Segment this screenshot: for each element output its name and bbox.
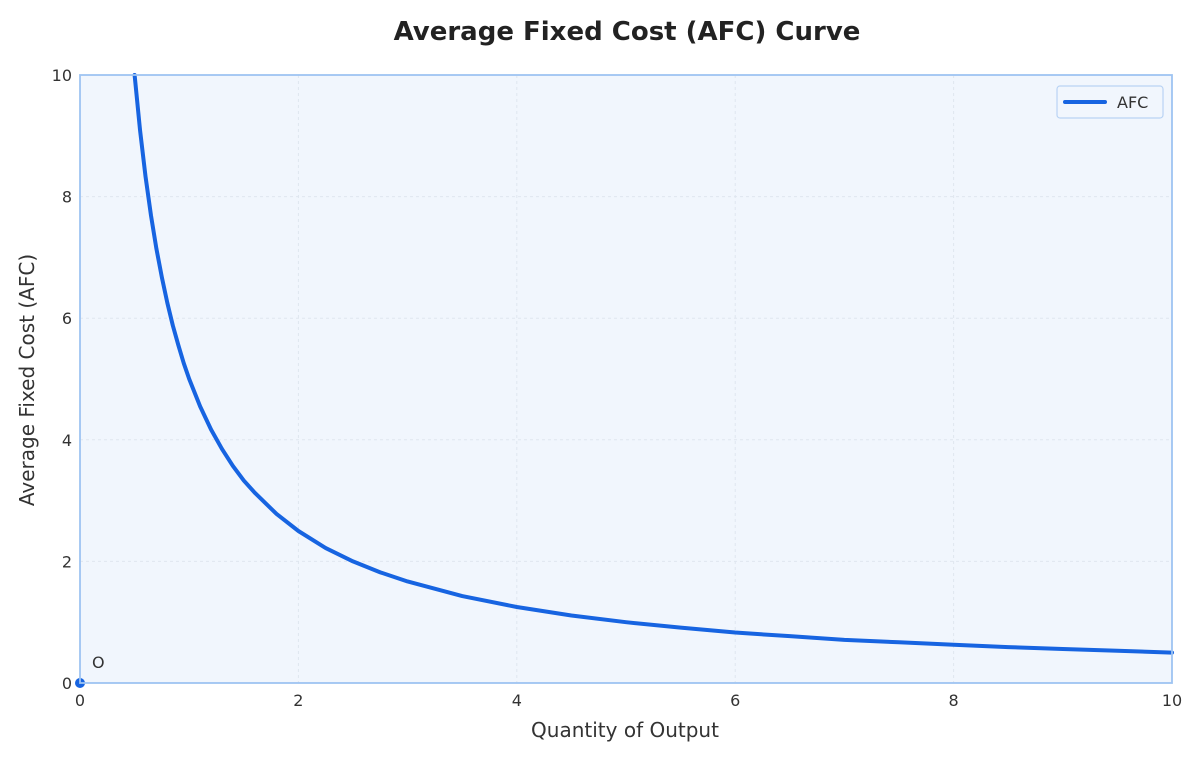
y-tick-label: 10 xyxy=(52,66,72,85)
x-tick-label: 10 xyxy=(1162,691,1182,710)
plot-border xyxy=(79,74,1173,684)
y-axis-label: Average Fixed Cost (AFC) xyxy=(15,254,39,506)
y-tick-label: 0 xyxy=(62,674,72,693)
y-axis-ticks: 0 2 4 6 8 10 xyxy=(52,66,72,693)
y-tick-label: 6 xyxy=(62,309,72,328)
y-tick-label: 8 xyxy=(62,188,72,207)
x-tick-label: 8 xyxy=(949,691,959,710)
origin-label: O xyxy=(92,653,105,672)
legend-label-afc: AFC xyxy=(1117,93,1148,112)
series-layer xyxy=(132,73,1174,655)
y-tick-label: 4 xyxy=(62,431,72,450)
x-tick-label: 2 xyxy=(293,691,303,710)
x-axis-ticks: 0 2 4 6 8 10 xyxy=(75,691,1182,710)
x-axis-label: Quantity of Output xyxy=(531,718,719,742)
plot-area xyxy=(80,75,1172,683)
legend: AFC xyxy=(1056,85,1164,119)
series-line-afc xyxy=(132,73,1174,655)
x-tick-label: 0 xyxy=(75,691,85,710)
legend-box xyxy=(1056,85,1164,119)
y-tick-label: 2 xyxy=(62,552,72,571)
x-tick-label: 6 xyxy=(730,691,740,710)
chart-title: Average Fixed Cost (AFC) Curve xyxy=(394,17,861,47)
x-tick-label: 4 xyxy=(512,691,522,710)
